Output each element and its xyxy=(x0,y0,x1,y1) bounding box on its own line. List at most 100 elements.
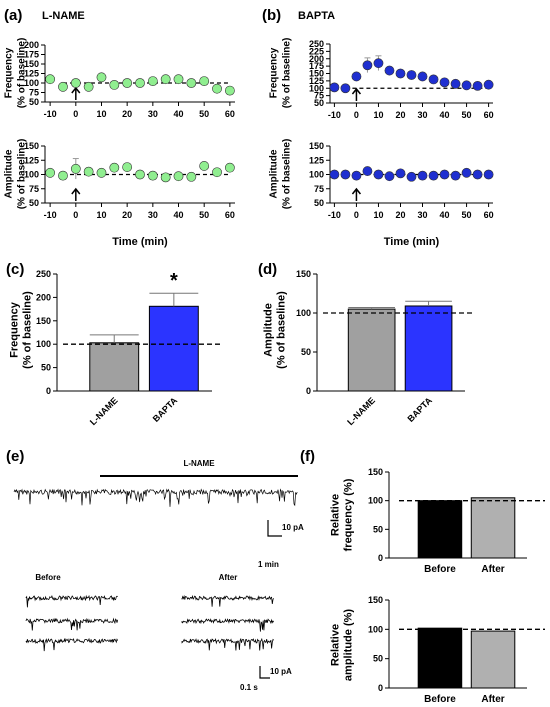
f-frequency-bar-y-tick-label: 0 xyxy=(378,553,383,563)
a-frequency-point xyxy=(224,85,235,96)
panel-label-f: (f) xyxy=(300,448,315,465)
b-amplitude-x-tick-label: 50 xyxy=(462,210,472,220)
f-amplitude-bar-category-label: After xyxy=(481,694,504,705)
a-frequency-point xyxy=(160,74,171,85)
b-frequency-x-tick-label: 20 xyxy=(395,110,405,120)
d-amplitude-bar-y-tick-label: 0 xyxy=(306,386,311,396)
a-frequency-y-tick-label: 150 xyxy=(24,59,39,69)
d-amplitude-bar-y-tick-label: 150 xyxy=(296,269,311,279)
a-amplitude-point xyxy=(135,169,145,180)
b-amplitude-x-tick-label: 10 xyxy=(373,210,383,220)
c-frequency-bar-bar-bapta xyxy=(148,305,199,392)
panel-label-b: (b) xyxy=(262,7,281,24)
a-amplitude-point xyxy=(70,163,81,174)
a-frequency-y-tick-label: 175 xyxy=(24,50,39,60)
a-amplitude-y-tick-label: 50 xyxy=(29,198,39,208)
a-frequency-x-tick-label: 20 xyxy=(122,109,132,119)
b-amplitude-point xyxy=(329,169,340,180)
b-frequency-x-tick-label: 60 xyxy=(484,110,494,120)
c-frequency-bar-category-label: BAPTA xyxy=(151,395,180,424)
panel-label-a: (a) xyxy=(4,7,22,24)
a-frequency-y-tick-label: 200 xyxy=(24,40,39,50)
b-amplitude-point xyxy=(395,168,406,179)
f-frequency-bar-y-tick-label: 150 xyxy=(368,467,383,477)
short-traces xyxy=(25,594,275,652)
a-frequency-y-tick-label: 50 xyxy=(29,97,39,107)
after-trace-1 xyxy=(181,594,275,607)
b-frequency-y-tick-label: 250 xyxy=(309,39,324,49)
a-amplitude-y-label-line1: (% of baseline) xyxy=(17,139,28,210)
b-amplitude-point xyxy=(483,169,494,180)
a-frequency-x-tick-label: 60 xyxy=(225,109,235,119)
d-amplitude-bar-y-label-line1: (% of baseline) xyxy=(276,291,288,369)
a-frequency-point xyxy=(212,83,222,94)
a-amplitude-y-tick-label: 125 xyxy=(24,155,39,165)
b-amplitude-point xyxy=(417,170,428,181)
b-frequency-point xyxy=(483,79,494,90)
a-frequency-application-arrow xyxy=(71,86,81,100)
a-frequency-point xyxy=(70,78,81,88)
a-amplitude-x-tick-label: 50 xyxy=(199,210,209,220)
b-amplitude-point xyxy=(472,169,483,180)
f-frequency-bar-y-tick-label: 50 xyxy=(373,524,383,534)
c-frequency-bar-y-tick-label: 0 xyxy=(46,386,51,396)
b-frequency-point xyxy=(461,80,472,91)
a-amplitude-point xyxy=(186,171,197,182)
a-amplitude-y-tick-label: 100 xyxy=(24,170,39,180)
f-frequency-bar-category-label: After xyxy=(481,564,504,575)
b-frequency-y-tick-label: 225 xyxy=(309,46,324,56)
after-label: After xyxy=(219,573,238,582)
f-frequency-bar-y-label-line1: frequency (%) xyxy=(343,478,355,551)
b-frequency-y-tick-label: 50 xyxy=(314,98,324,108)
b-frequency-point xyxy=(351,71,362,82)
b-frequency-point xyxy=(395,68,406,79)
d-amplitude-bar-category-label: L-NAME xyxy=(345,395,377,427)
scale-bar-long-current: 10 pA xyxy=(282,523,304,532)
long-current-trace xyxy=(13,488,298,507)
f-amplitude-bar-y-tick-label: 150 xyxy=(368,595,383,605)
a-frequency-point xyxy=(122,78,133,88)
f-amplitude-bar-y-tick-label: 50 xyxy=(373,654,383,664)
b-amplitude-x-tick-label: -10 xyxy=(328,210,341,220)
b-amplitude-application-arrow xyxy=(351,187,362,201)
a-frequency-x-tick-label: -10 xyxy=(44,109,57,119)
c-frequency-bar-y-tick-label: 50 xyxy=(41,363,51,373)
b-frequency-point xyxy=(340,83,351,94)
f-amplitude-bar-category-label: Before xyxy=(424,694,456,705)
a-amplitude-x-tick-label: 10 xyxy=(96,210,106,220)
b-amplitude-x-tick-label: 40 xyxy=(440,210,450,220)
scale-bar-long-time: 1 min xyxy=(258,560,279,569)
a-amplitude-x-tick-label: 0 xyxy=(73,210,78,220)
a-amplitude-x-tick-label: 20 xyxy=(122,210,132,220)
a-amplitude-point xyxy=(45,167,56,178)
f-amplitude-bar-y-label-line0: Relative xyxy=(330,624,342,666)
b-frequency-y-label-line0: Frequency xyxy=(269,47,280,98)
a-amplitude-point xyxy=(199,161,210,171)
b-amplitude-x-label: Time (min) xyxy=(384,236,440,248)
a-amplitude-point xyxy=(58,170,68,181)
c-frequency-bar-y-tick-label: 200 xyxy=(36,292,51,302)
b-frequency-point xyxy=(428,74,439,85)
a-frequency-y-label-line1: (% of baseline) xyxy=(17,38,28,109)
a-frequency-point xyxy=(147,76,158,86)
d-amplitude-bar-y-label-line0: Amplitude xyxy=(263,303,275,357)
b-amplitude-point xyxy=(340,169,351,180)
b-frequency-point xyxy=(329,82,340,93)
b-amplitude-point xyxy=(362,166,373,176)
b-frequency-application-arrow xyxy=(351,87,362,101)
a-amplitude-point xyxy=(122,162,133,172)
b-amplitude-point xyxy=(428,170,439,181)
scale-bar-short-current: 10 pA xyxy=(270,667,292,676)
a-amplitude-x-tick-label: 60 xyxy=(225,210,235,220)
a-frequency-point xyxy=(58,81,68,92)
panel-title-b: BAPTA xyxy=(298,10,335,22)
b-frequency-y-tick-label: 125 xyxy=(309,76,324,86)
panel-title-a: L-NAME xyxy=(42,10,85,22)
d-amplitude-bar-bar-bapta xyxy=(404,305,453,392)
before-trace-3 xyxy=(25,637,119,652)
b-amplitude-x-tick-label: 0 xyxy=(354,210,359,220)
c-frequency-bar-significance-marker: * xyxy=(170,270,178,292)
a-frequency-point xyxy=(96,72,107,83)
b-frequency-x-tick-label: 50 xyxy=(462,110,472,120)
b-frequency-point xyxy=(439,77,450,88)
